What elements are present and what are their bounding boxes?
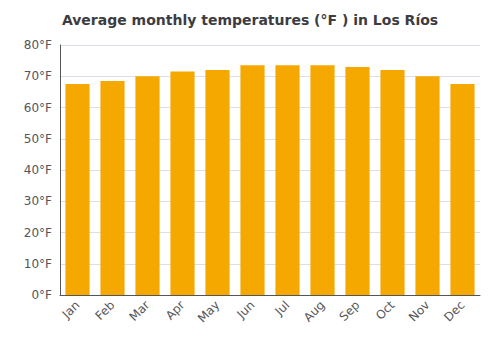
svg-text:70°F: 70°F bbox=[24, 69, 52, 83]
svg-text:Mar: Mar bbox=[127, 298, 153, 324]
svg-text:60°F: 60°F bbox=[24, 101, 52, 115]
svg-text:Nov: Nov bbox=[406, 298, 432, 324]
svg-text:Jun: Jun bbox=[234, 298, 258, 322]
svg-text:30°F: 30°F bbox=[24, 194, 52, 208]
svg-text:Sep: Sep bbox=[337, 298, 363, 324]
svg-text:0°F: 0°F bbox=[31, 288, 52, 302]
svg-text:Oct: Oct bbox=[373, 298, 398, 323]
svg-text:Apr: Apr bbox=[163, 298, 188, 323]
svg-text:Jan: Jan bbox=[59, 298, 83, 322]
svg-text:Feb: Feb bbox=[93, 298, 118, 323]
svg-text:Dec: Dec bbox=[441, 298, 467, 324]
svg-text:40°F: 40°F bbox=[24, 163, 52, 177]
svg-text:50°F: 50°F bbox=[24, 132, 52, 146]
svg-text:Jul: Jul bbox=[272, 298, 293, 319]
svg-text:10°F: 10°F bbox=[24, 257, 52, 271]
svg-text:Aug: Aug bbox=[301, 298, 327, 324]
svg-text:20°F: 20°F bbox=[24, 226, 52, 240]
svg-text:80°F: 80°F bbox=[24, 38, 52, 52]
svg-text:Average monthly temperatures (: Average monthly temperatures (°F ) in Lo… bbox=[62, 12, 438, 28]
svg-text:May: May bbox=[195, 298, 222, 325]
